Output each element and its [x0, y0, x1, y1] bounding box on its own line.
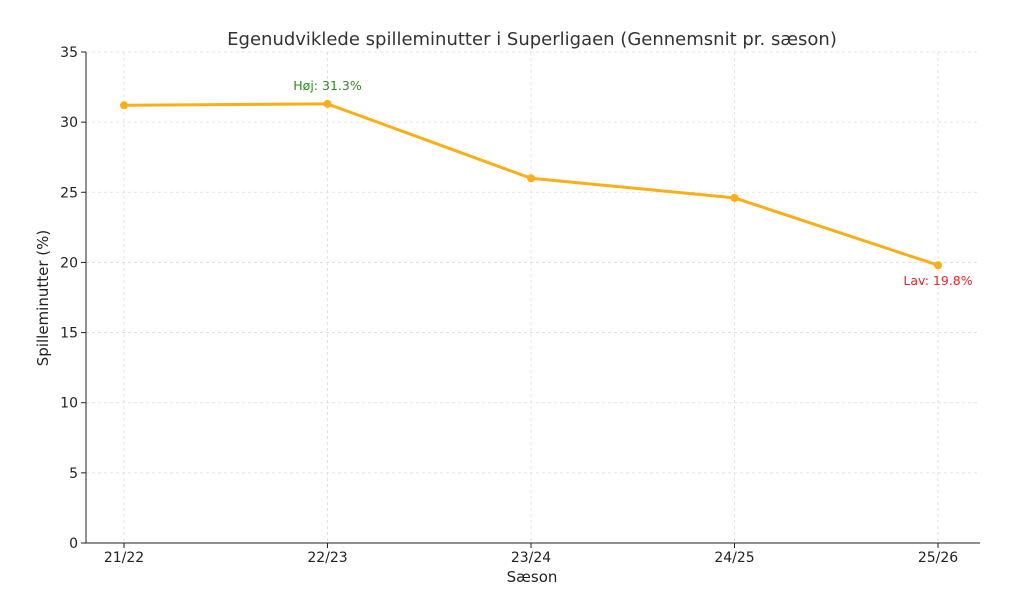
y-axis-label: Spilleminutter (%) [34, 230, 52, 366]
y-tick-label: 20 [60, 255, 78, 271]
ticks: 21/22 22/23 23/24 24/25 25/26 0 5 10 15 20 25 30 35 [60, 45, 958, 566]
y-tick-label: 5 [69, 466, 78, 482]
data-point [934, 261, 942, 270]
y-tick-label: 35 [60, 45, 78, 61]
y-tick-label: 10 [60, 396, 78, 412]
x-tick-label: 23/24 [511, 550, 551, 566]
data-point [730, 193, 739, 202]
x-tick-label: 22/23 [307, 550, 347, 566]
axes [85, 52, 980, 544]
grid [86, 51, 980, 543]
y-tick-label: 0 [69, 536, 78, 552]
point-annotation: Lav: 19.8% [903, 273, 972, 288]
point-annotation: Høj: 31.3% [293, 78, 362, 93]
x-axis-label: Sæson [507, 568, 558, 586]
x-tick-label: 25/26 [918, 550, 958, 566]
y-tick-label: 25 [60, 185, 78, 201]
annotations: Høj: 31.3% Lav: 19.8% [293, 78, 972, 288]
x-tick-label: 21/22 [104, 550, 144, 566]
y-tick-label: 15 [60, 326, 78, 342]
data-point [527, 174, 535, 183]
series [120, 99, 942, 270]
x-tick-label: 24/25 [714, 550, 754, 566]
data-point [120, 101, 128, 110]
y-tick-label: 30 [60, 115, 78, 131]
data-point [323, 99, 332, 108]
chart-title: Egenudviklede spilleminutter i Superliga… [227, 29, 837, 50]
